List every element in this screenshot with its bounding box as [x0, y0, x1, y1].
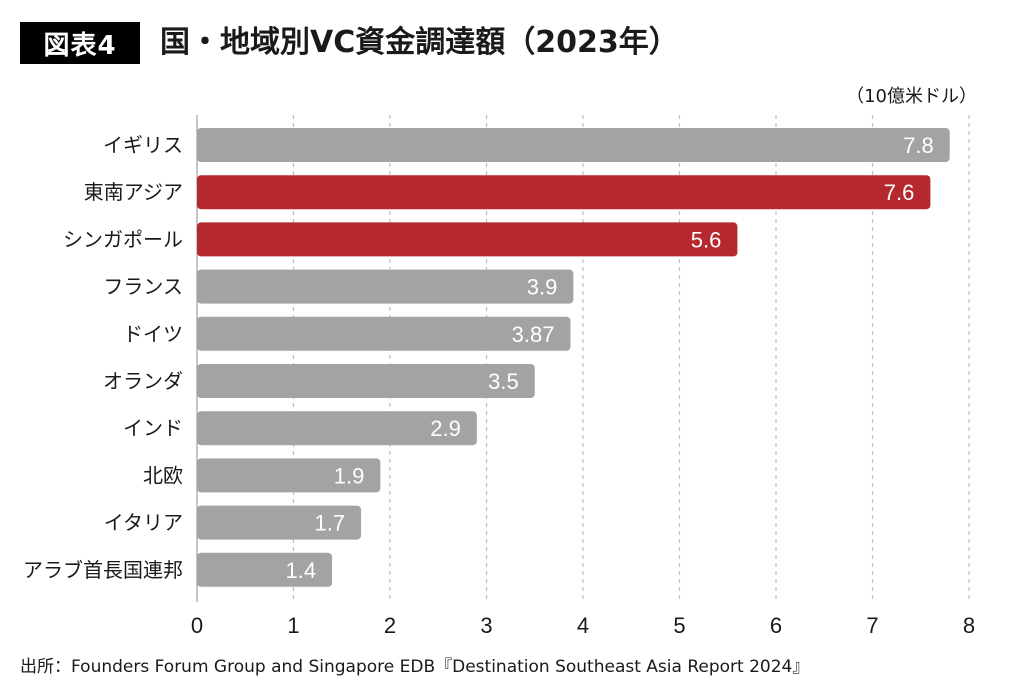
- bar-value-label: 3.87: [512, 322, 555, 347]
- category-label: 北欧: [143, 463, 183, 487]
- bar: [197, 364, 535, 398]
- bar: [197, 552, 333, 587]
- category-label: アラブ首長国連邦: [23, 558, 183, 582]
- category-label: フランス: [103, 275, 183, 299]
- x-tick-label: 3: [480, 613, 492, 638]
- category-labels: イギリス東南アジアシンガポールフランスドイツオランダインド北欧イタリアアラブ首長…: [23, 133, 183, 582]
- bar: [197, 505, 362, 540]
- unit-label: （10億米ドル）: [846, 86, 977, 107]
- source-note: 出所：Founders Forum Group and Singapore ED…: [20, 657, 810, 677]
- bar-value-label: 2.9: [430, 416, 461, 441]
- chart-title: 国・地域別VC資金調達額（2023年）: [160, 25, 679, 60]
- category-label: 東南アジア: [84, 180, 183, 204]
- bar-value-label: 5.6: [691, 227, 722, 252]
- x-tick-label: 4: [577, 613, 589, 638]
- bar: [197, 269, 574, 304]
- x-tick-label: 8: [963, 613, 975, 638]
- category-label: シンガポール: [63, 227, 183, 251]
- x-tick-labels: 0 1 2 3 4 5 6 7 8: [191, 613, 975, 638]
- bars: 7.8 7.6 5.6 3.9 3.87 3.5 2.9 1.9 1.7 1.4: [197, 128, 950, 587]
- x-tick-label: 2: [384, 613, 396, 638]
- bar: [197, 222, 738, 257]
- bar-value-label: 1.9: [334, 463, 365, 488]
- bar: [197, 316, 571, 351]
- x-tick-label: 7: [866, 613, 878, 638]
- x-tick-label: 0: [191, 613, 203, 638]
- x-tick-label: 1: [287, 613, 299, 638]
- bar: [197, 411, 477, 446]
- category-label: オランダ: [103, 369, 183, 393]
- category-label: インド: [123, 416, 183, 440]
- bar: [197, 175, 931, 210]
- bar-value-label: 7.6: [884, 180, 915, 205]
- category-label: イタリア: [104, 511, 183, 535]
- bar-value-label: 7.8: [903, 133, 934, 158]
- bar: [197, 458, 381, 493]
- bar-value-label: 3.5: [488, 369, 519, 394]
- category-label: ドイツ: [123, 322, 183, 346]
- bar-value-label: 1.4: [286, 558, 317, 583]
- category-label: イギリス: [103, 133, 183, 157]
- figure-tag: 図表4: [20, 22, 140, 64]
- bar-value-label: 3.9: [527, 275, 558, 300]
- x-tick-label: 5: [673, 613, 685, 638]
- bar: [197, 128, 950, 162]
- bar-value-label: 1.7: [314, 511, 345, 536]
- x-tick-label: 6: [770, 613, 782, 638]
